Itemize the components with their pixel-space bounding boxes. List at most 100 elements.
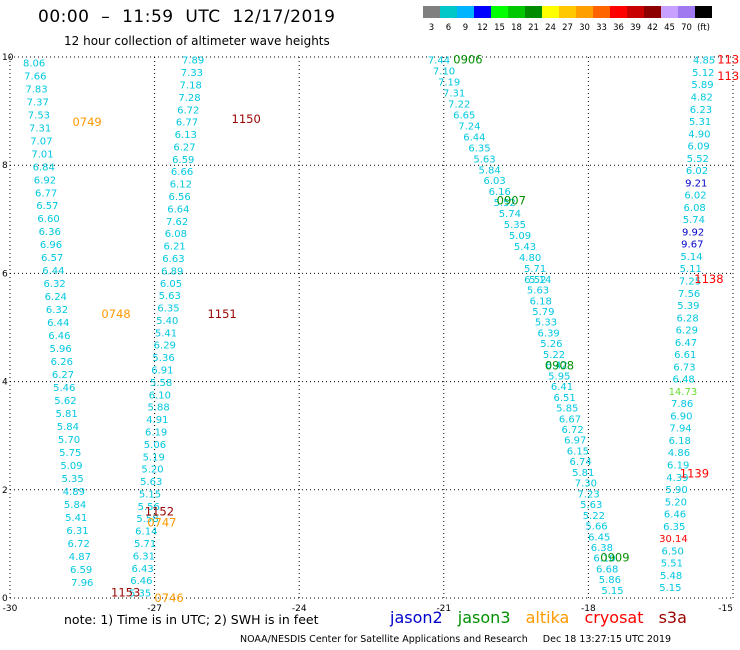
y-tick-label: 6 xyxy=(2,269,8,279)
x-tick-label: -24 xyxy=(292,604,307,614)
swh-value: 30.14 xyxy=(659,534,688,545)
swh-value: 9.67 xyxy=(681,240,703,251)
swh-value: 6.50 xyxy=(662,546,684,557)
color-scale-label: 36 xyxy=(613,23,624,33)
chart-subtitle: 12 hour collection of altimeter wave hei… xyxy=(64,34,330,48)
swh-value: 6.29 xyxy=(676,326,698,337)
swh-value: 9.21 xyxy=(685,178,707,189)
color-scale-label: 39 xyxy=(630,23,641,33)
color-scale-label: 9 xyxy=(463,23,468,33)
swh-value: 8.06 xyxy=(23,58,45,69)
swh-value: 5.15 xyxy=(659,583,681,594)
swh-value: 6.97 xyxy=(564,436,586,447)
color-scale-label: 27 xyxy=(562,23,573,33)
pass-time-label: 1139 xyxy=(680,467,709,481)
swh-value: 5.84 xyxy=(57,422,79,433)
swh-value: 5.22 xyxy=(583,511,605,522)
swh-value: 7.53 xyxy=(28,110,50,121)
swh-value: 5.14 xyxy=(529,275,551,286)
swh-value: 6.46 xyxy=(48,331,70,342)
swh-value: 5.20 xyxy=(141,465,163,476)
color-scale-label: 12 xyxy=(477,23,488,33)
swh-value: 6.77 xyxy=(176,118,198,129)
y-tick-label: 10 xyxy=(2,53,14,63)
swh-value: 6.42 xyxy=(546,361,568,372)
swh-value: 5.75 xyxy=(59,448,81,459)
swh-value: 5.70 xyxy=(58,435,80,446)
swh-value: 6.72 xyxy=(68,539,90,550)
pass-time-label: 0749 xyxy=(72,115,101,129)
color-swatch xyxy=(661,6,678,18)
y-tick-label: 8 xyxy=(2,161,8,171)
swh-value: 5.88 xyxy=(148,403,170,414)
swh-value: 6.28 xyxy=(676,313,698,324)
swh-value: 5.11 xyxy=(680,264,702,275)
swh-value: 7.31 xyxy=(443,89,465,100)
swh-value: 5.74 xyxy=(683,215,705,226)
chart-title: 00:00 – 11:59 UTC 12/17/2019 xyxy=(38,7,336,27)
swh-value: 5.56 xyxy=(138,502,160,513)
color-scale-label: 30 xyxy=(579,23,590,33)
footer-note: note: 1) Time is in UTC; 2) SWH is in fe… xyxy=(64,612,319,627)
swh-value: 7.83 xyxy=(25,84,47,95)
swh-value: 4.90 xyxy=(688,129,710,140)
color-swatch xyxy=(610,6,627,18)
swh-value: 6.27 xyxy=(52,370,74,381)
swh-value: 5.58 xyxy=(136,514,158,525)
pass-time-label: 0908 xyxy=(545,358,574,372)
swh-value: 6.68 xyxy=(596,564,618,575)
x-tick-label: -15 xyxy=(718,604,733,614)
color-scale-label: 42 xyxy=(647,23,658,33)
swh-value: 6.32 xyxy=(46,305,68,316)
swh-value: 6.05 xyxy=(160,279,182,290)
swh-value: 6.35 xyxy=(157,304,179,315)
color-scale-label: 24 xyxy=(545,23,556,33)
swh-value: 6.56 xyxy=(168,192,190,203)
legend-item-jason3: jason3 xyxy=(457,608,511,627)
legend-item-jason2: jason2 xyxy=(390,608,443,627)
swh-value: 5.51 xyxy=(661,559,683,570)
swh-value: 5.52 xyxy=(494,198,516,209)
swh-value: 7.25 xyxy=(679,277,701,288)
swh-value: 6.51 xyxy=(553,393,575,404)
swh-value: 5.20 xyxy=(665,497,687,508)
swh-value: 5.35 xyxy=(62,474,84,485)
legend-item-cryosat: cryosat xyxy=(584,608,644,627)
swh-value: 5.71 xyxy=(524,264,546,275)
swh-value: 4.86 xyxy=(668,448,690,459)
pass-time-label: 1138 xyxy=(694,272,723,286)
color-scale-bar: 3 6 9 12 15 18 21 24 27 30 33 36 39 42 45 70 (ft) xyxy=(423,6,712,33)
swh-value: 6.47 xyxy=(675,338,697,349)
swh-value: 9.92 xyxy=(682,227,704,238)
swh-value: 6.35 xyxy=(468,143,490,154)
swh-value: 5.90 xyxy=(665,485,687,496)
color-swatch xyxy=(678,6,695,18)
color-swatch xyxy=(525,6,542,18)
swh-value: 5.63 xyxy=(140,477,162,488)
swh-value: 5.52 xyxy=(687,154,709,165)
pass-time-label: 113 xyxy=(717,53,739,67)
x-tick-label: -18 xyxy=(581,604,596,614)
swh-value: 6.74 xyxy=(569,457,591,468)
color-swatch xyxy=(508,6,525,18)
swh-value: 4.87 xyxy=(69,552,91,563)
legend-item-s3a: s3a xyxy=(658,608,687,627)
swh-value: 6.08 xyxy=(165,229,187,240)
swh-value: 5.81 xyxy=(572,468,594,479)
swh-value: 6.09 xyxy=(687,142,709,153)
swh-value: 5.63 xyxy=(159,291,181,302)
swh-value: 6.29 xyxy=(154,341,176,352)
swh-value: 5.63 xyxy=(527,286,549,297)
swh-value: 5.85 xyxy=(556,404,578,415)
swh-value: 5.06 xyxy=(144,440,166,451)
color-swatch xyxy=(576,6,593,18)
swh-value: 6.77 xyxy=(35,188,57,199)
x-tick-label: -27 xyxy=(147,604,162,614)
color-scale-label: 70 xyxy=(681,23,692,33)
swh-value: 6.19 xyxy=(667,461,689,472)
color-swatch xyxy=(474,6,491,18)
swh-value: 5.71 xyxy=(134,539,156,550)
swh-value: 5.35 xyxy=(129,589,151,600)
swh-value: 4.39 xyxy=(666,473,688,484)
swh-value: 6.32 xyxy=(43,279,65,290)
